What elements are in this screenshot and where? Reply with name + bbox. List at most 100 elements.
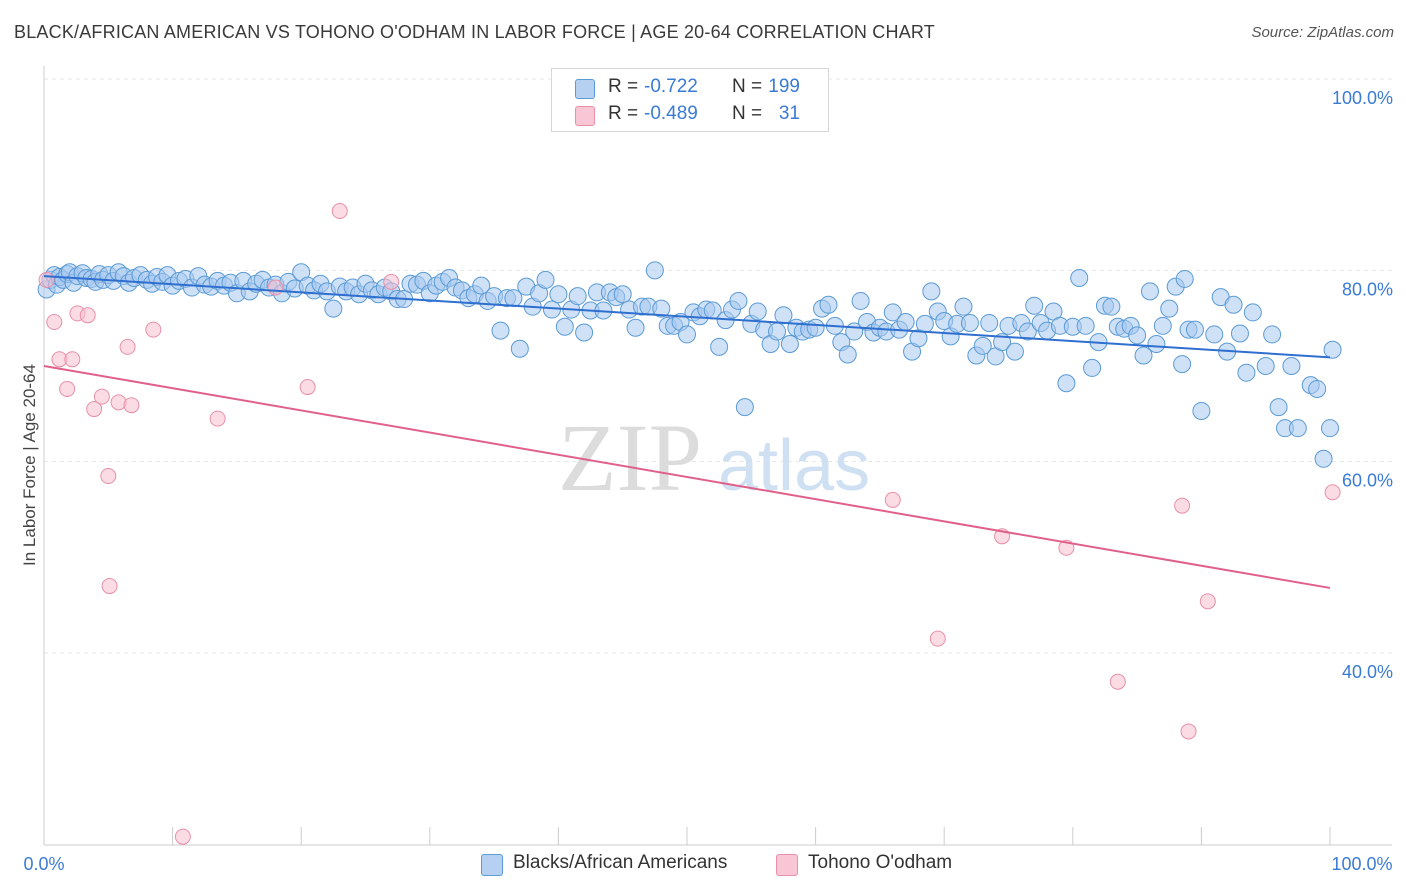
blue-point (491, 321, 510, 340)
blue-point (1025, 296, 1044, 315)
blue-point (729, 291, 748, 310)
blue-point (1134, 346, 1153, 365)
blue-point (1263, 325, 1282, 344)
pink-point (46, 313, 63, 330)
blue-point (536, 270, 555, 289)
legend-label-tohono: Tohono O'odham (808, 852, 953, 873)
y-tick-label: 40.0% (1342, 662, 1393, 682)
x-tick-label: 100.0% (1331, 854, 1392, 874)
pink-point (267, 279, 284, 296)
blue-point (626, 318, 645, 337)
series-legend: Blacks/African Americans Tohono O'odham (0, 852, 1406, 878)
blue-point (768, 322, 787, 341)
watermark: ZIP atlas (558, 404, 870, 511)
blue-point (575, 323, 594, 342)
pink-point (1174, 497, 1191, 514)
blue-point (960, 313, 979, 332)
blue-point (324, 299, 343, 318)
pink-point (119, 338, 136, 355)
blue-point (1147, 334, 1166, 353)
blue-point (806, 318, 825, 337)
pink-point (38, 271, 55, 288)
pink-point (383, 273, 400, 290)
blue-point (1175, 269, 1194, 288)
legend-r-label: R = (608, 76, 639, 97)
blue-point (1323, 340, 1342, 359)
blue-point (1224, 295, 1243, 314)
blue-point (1018, 322, 1037, 341)
blue-point (954, 297, 973, 316)
blue-point (645, 261, 664, 280)
blue-point (915, 314, 934, 333)
blue-point (678, 325, 696, 344)
blue-trend-line (43, 275, 1331, 359)
legend-label-blacks: Blacks/African Americans (513, 852, 728, 873)
blue-series-points (37, 261, 1342, 468)
blue-point (510, 339, 529, 358)
blue-point (1128, 326, 1147, 345)
blue-point (1057, 374, 1076, 393)
blue-point (1243, 303, 1262, 322)
blue-point (819, 295, 838, 314)
blue-point (1269, 398, 1288, 417)
blue-point (1314, 449, 1333, 468)
blue-point (735, 398, 754, 417)
blue-point (549, 285, 568, 304)
pink-point (101, 578, 118, 595)
pink-point (59, 380, 76, 397)
pink-point (299, 379, 316, 396)
blue-point (1005, 342, 1024, 361)
legend-r-label: R = (608, 103, 639, 124)
legend-n-label: N = (732, 103, 763, 124)
watermark-zip: ZIP (558, 404, 702, 511)
blue-point (1173, 355, 1192, 374)
blue-point (472, 276, 491, 295)
legend-r-value-pink: -0.489 (644, 103, 698, 124)
pink-point (174, 828, 191, 845)
pink-point (1199, 593, 1216, 610)
legend-swatch-pink (575, 106, 595, 126)
blue-point (922, 282, 941, 301)
pink-point (884, 491, 901, 508)
correlation-legend: R = -0.722 N = 199 R = -0.489 N = 31 (551, 68, 829, 132)
blue-point (1256, 357, 1275, 375)
pink-point (1324, 484, 1341, 501)
pink-point (64, 351, 81, 368)
blue-point (555, 317, 574, 336)
pink-trend-line (43, 365, 1331, 589)
pink-point (100, 468, 117, 485)
blue-point (1153, 316, 1172, 335)
tick-labels: 40.0% 60.0% 80.0% 100.0% 0.0% 100.0% (23, 88, 1393, 874)
blue-point (1308, 379, 1327, 398)
blue-point (1205, 325, 1224, 344)
blue-point (1070, 268, 1089, 287)
y-tick-label: 100.0% (1332, 88, 1393, 108)
blue-point (980, 313, 999, 332)
blue-point (1102, 297, 1121, 316)
blue-point (1192, 401, 1211, 420)
pink-series-points (38, 69, 1341, 845)
blue-point (748, 302, 767, 321)
blue-point (1321, 419, 1339, 438)
legend-n-label: N = (732, 76, 763, 97)
legend-n-value-pink: 31 (778, 103, 800, 124)
legend-row-pink: R = -0.489 N = 31 (552, 100, 828, 128)
pink-point (929, 630, 946, 647)
pink-point (123, 397, 140, 414)
y-tick-label: 80.0% (1342, 279, 1393, 299)
blue-point (883, 303, 902, 322)
blue-point (652, 299, 671, 318)
blue-point (774, 306, 793, 325)
blue-point (1230, 324, 1249, 343)
legend-r-value-blue: -0.722 (644, 76, 698, 97)
legend-swatch-blue (481, 854, 503, 876)
blue-point (1160, 299, 1179, 318)
axes (43, 66, 1392, 846)
pink-point (1109, 673, 1126, 690)
pink-point (331, 203, 348, 220)
blue-point (973, 336, 992, 355)
blue-point (1288, 419, 1307, 438)
blue-point (1083, 358, 1102, 377)
blue-point (710, 337, 729, 356)
